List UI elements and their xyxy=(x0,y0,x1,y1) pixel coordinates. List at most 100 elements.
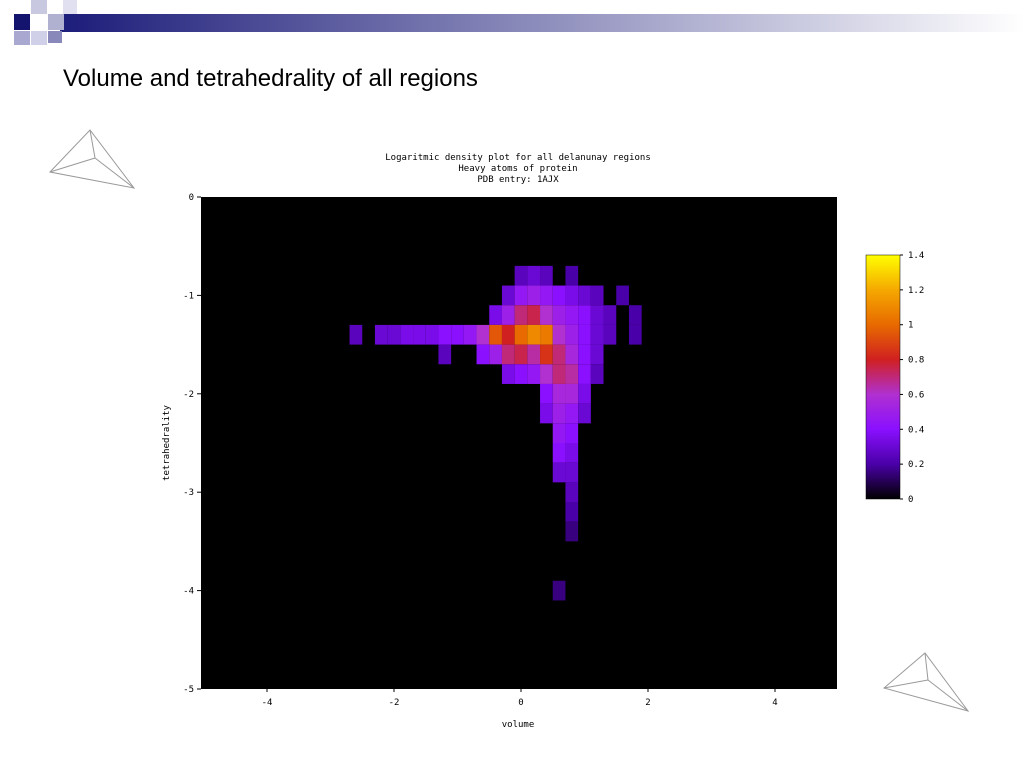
density-cell xyxy=(628,305,642,325)
density-cell xyxy=(578,285,591,306)
density-cell xyxy=(501,344,515,365)
colorbar xyxy=(865,254,901,500)
y-tick-label: 0 xyxy=(189,193,194,203)
chart: Logaritmic density plot for all delanuna… xyxy=(162,153,651,730)
density-cell xyxy=(501,324,515,345)
density-cell xyxy=(514,285,528,306)
density-cell xyxy=(565,324,579,345)
density-cell xyxy=(578,403,591,424)
colorbar-tick-label: 1.4 xyxy=(908,251,924,261)
density-cell xyxy=(438,324,452,345)
density-cell xyxy=(552,324,566,345)
density-cell xyxy=(514,305,528,325)
density-cell xyxy=(565,285,579,306)
density-cell xyxy=(552,443,566,463)
density-cell xyxy=(565,383,579,404)
density-cell xyxy=(578,324,591,345)
density-cell xyxy=(476,324,490,345)
decoration xyxy=(14,0,1024,712)
colorbar-tick-label: 0.4 xyxy=(908,425,924,435)
density-cell xyxy=(425,324,439,345)
colorbar-tick-label: 0.2 xyxy=(908,460,924,470)
y-tick-label: -5 xyxy=(183,685,194,695)
density-cell xyxy=(540,344,553,365)
density-cell xyxy=(514,265,528,286)
density-cell xyxy=(578,344,591,365)
density-cell xyxy=(552,403,566,424)
chart-title: Logaritmic density plot for all delanuna… xyxy=(385,153,651,163)
density-cell xyxy=(552,305,566,325)
x-tick-label: 4 xyxy=(772,698,777,708)
density-cell xyxy=(451,324,464,345)
density-cell xyxy=(489,324,502,345)
density-cell xyxy=(540,305,553,325)
chart-subtitle: PDB entry: 1AJX xyxy=(477,175,559,185)
density-cell xyxy=(590,324,604,345)
density-cell xyxy=(489,305,502,325)
density-cell xyxy=(552,462,566,483)
density-cell xyxy=(501,285,515,306)
density-cell xyxy=(590,285,604,306)
slide-title: Volume and tetrahedrality of all regions xyxy=(63,65,478,92)
density-cell xyxy=(565,502,579,522)
density-cell xyxy=(540,324,553,345)
density-cell xyxy=(603,305,617,325)
density-cell xyxy=(565,403,579,424)
density-cell xyxy=(565,462,579,483)
x-tick-label: 2 xyxy=(645,698,650,708)
density-cell xyxy=(514,344,528,365)
density-cell xyxy=(552,423,566,443)
density-cell xyxy=(565,443,579,463)
density-cell xyxy=(552,580,566,601)
colorbar-tick-label: 0.8 xyxy=(908,356,924,366)
density-cell xyxy=(540,265,553,286)
density-cell xyxy=(565,344,579,365)
chart-subtitle: Heavy atoms of protein xyxy=(458,164,577,174)
density-cell xyxy=(540,403,553,424)
density-cell xyxy=(349,324,363,345)
density-cell xyxy=(552,344,566,365)
density-cell xyxy=(527,285,541,306)
x-tick-label: -4 xyxy=(262,698,273,708)
density-cell xyxy=(501,364,515,384)
density-cell xyxy=(501,305,515,325)
density-cell xyxy=(514,324,528,345)
density-cell xyxy=(463,324,477,345)
density-cell xyxy=(552,383,566,404)
density-cell xyxy=(527,265,541,286)
density-cell xyxy=(603,324,617,345)
density-cell xyxy=(590,305,604,325)
density-cell xyxy=(476,344,490,365)
colorbar-tick-label: 0 xyxy=(908,495,913,505)
y-tick-label: -2 xyxy=(183,390,194,400)
density-cell xyxy=(565,423,579,443)
density-cell xyxy=(578,364,591,384)
density-cell xyxy=(438,344,452,365)
colorbar-tick-label: 0.6 xyxy=(908,390,924,400)
x-axis-label: volume xyxy=(502,720,535,730)
density-cell xyxy=(578,383,591,404)
density-cell xyxy=(374,324,388,345)
colorbar-tick-label: 1 xyxy=(908,321,913,331)
density-cell xyxy=(387,324,401,345)
density-cell xyxy=(565,305,579,325)
density-cell xyxy=(400,324,414,345)
y-tick-label: -1 xyxy=(183,291,194,301)
y-tick-label: -4 xyxy=(183,587,194,597)
density-cell xyxy=(527,324,541,345)
density-cell xyxy=(540,285,553,306)
density-cell xyxy=(527,364,541,384)
density-cell xyxy=(616,285,629,306)
density-cell xyxy=(540,364,553,384)
density-cell xyxy=(540,383,553,404)
y-axis-label: tetrahedrality xyxy=(162,404,172,480)
density-cell xyxy=(514,364,528,384)
density-cell xyxy=(565,482,579,503)
density-cell xyxy=(552,285,566,306)
colorbar-tick-label: 1.2 xyxy=(908,286,924,296)
density-cell xyxy=(578,305,591,325)
density-cell xyxy=(565,364,579,384)
density-cell xyxy=(565,265,579,286)
density-cell xyxy=(628,324,642,345)
